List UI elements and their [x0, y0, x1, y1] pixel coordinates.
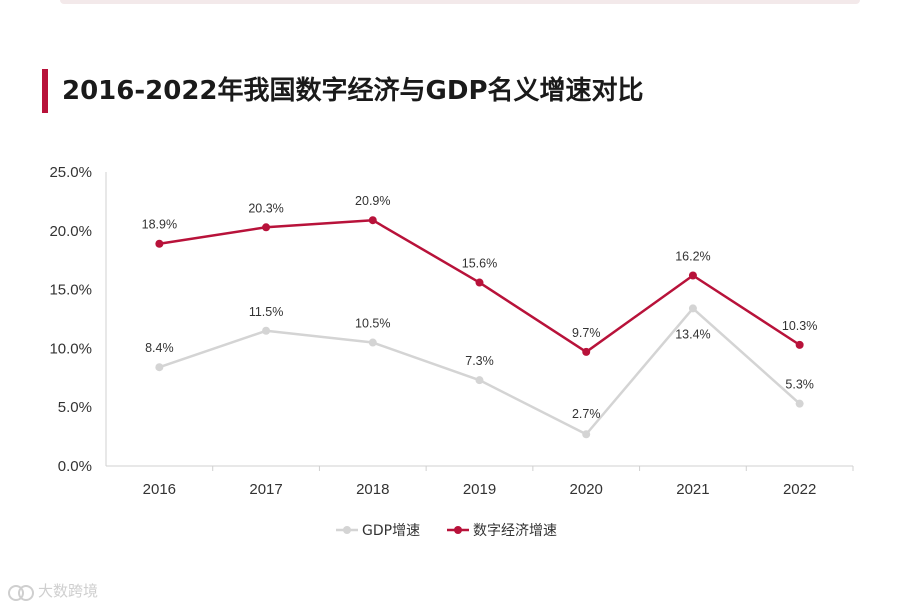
data-label: 10.5% — [355, 317, 390, 331]
data-label: 11.5% — [249, 305, 284, 319]
data-point — [368, 216, 377, 225]
x-tick-label: 2016 — [143, 481, 176, 498]
data-point — [155, 363, 164, 372]
data-point — [155, 239, 164, 248]
data-label: 8.4% — [145, 341, 174, 355]
data-label: 2.7% — [572, 407, 601, 421]
page-title: 2016-2022年我国数字经济与GDP名义增速对比 — [62, 76, 644, 106]
x-tick-label: 2019 — [463, 481, 496, 498]
top-decoration-strip — [60, 0, 860, 4]
data-label: 18.9% — [142, 218, 177, 232]
data-label: 9.7% — [572, 326, 601, 340]
y-tick-label: 10.0% — [49, 340, 92, 357]
data-label: 5.3% — [785, 378, 814, 392]
legend-label: GDP增速 — [362, 523, 420, 539]
watermark-text: 大数跨境 — [38, 582, 99, 600]
data-point — [582, 347, 591, 356]
data-label: 13.4% — [675, 327, 710, 341]
y-tick-label: 20.0% — [49, 223, 92, 240]
y-tick-label: 15.0% — [49, 282, 92, 299]
data-point — [688, 271, 697, 280]
title-accent-bar — [42, 69, 48, 113]
data-point — [795, 399, 804, 408]
x-tick-label: 2021 — [676, 481, 709, 498]
data-label: 7.3% — [465, 354, 494, 368]
data-point — [475, 278, 484, 287]
data-label: 10.3% — [782, 319, 817, 333]
data-point — [262, 326, 271, 335]
data-label: 20.9% — [355, 194, 390, 208]
y-tick-label: 25.0% — [49, 164, 92, 181]
data-point — [582, 430, 591, 439]
legend-marker — [343, 526, 351, 534]
x-tick-label: 2017 — [249, 481, 282, 498]
data-point — [475, 376, 484, 385]
data-point — [262, 223, 271, 232]
watermark: 大数跨境 — [8, 580, 98, 601]
legend-marker — [454, 526, 462, 534]
x-tick-label: 2018 — [356, 481, 389, 498]
y-tick-label: 5.0% — [58, 399, 92, 416]
legend-label: 数字经济增速 — [473, 523, 557, 539]
y-tick-label: 0.0% — [58, 458, 92, 475]
watermark-logo-icon — [8, 583, 34, 601]
x-tick-label: 2022 — [783, 481, 816, 498]
data-point — [688, 304, 697, 313]
data-point — [368, 338, 377, 347]
data-point — [795, 340, 804, 349]
data-label: 20.3% — [248, 201, 283, 215]
x-tick-label: 2020 — [570, 481, 603, 498]
data-label: 15.6% — [462, 257, 497, 271]
data-label: 16.2% — [675, 249, 710, 263]
